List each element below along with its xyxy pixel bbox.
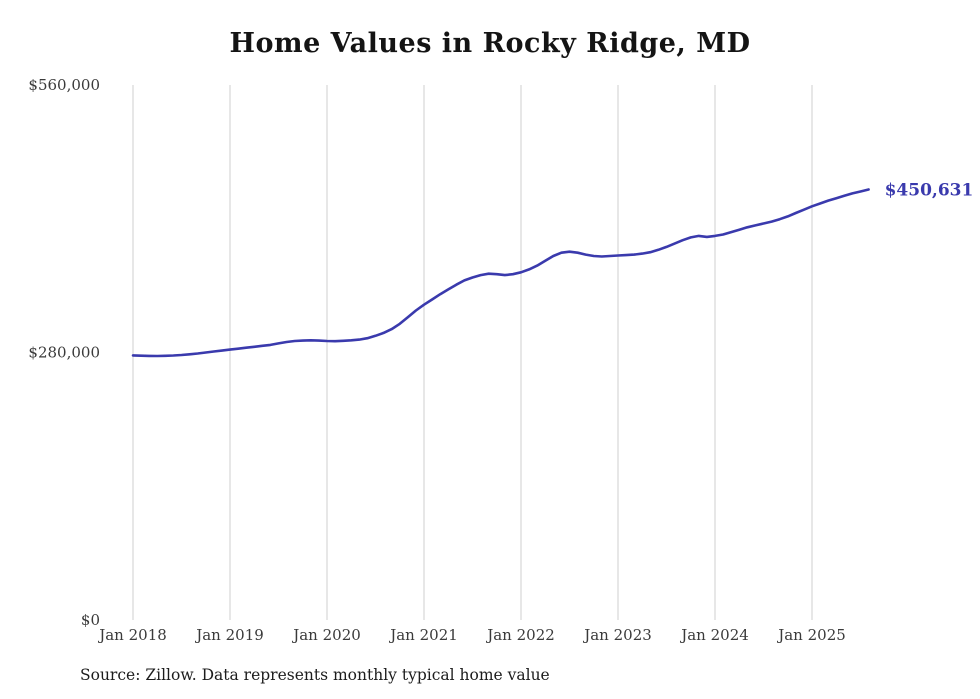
y-tick-label: $280,000 — [28, 344, 100, 362]
x-tick-label: Jan 2025 — [776, 626, 846, 644]
y-tick-label: $560,000 — [28, 76, 100, 94]
y-tick-label: $0 — [81, 611, 100, 629]
x-tick-label: Jan 2021 — [388, 626, 458, 644]
x-tick-label: Jan 2024 — [679, 626, 749, 644]
x-tick-label: Jan 2020 — [291, 626, 361, 644]
home-value-line — [131, 188, 870, 358]
x-tick-label: Jan 2023 — [582, 626, 652, 644]
x-tick-label: Jan 2022 — [485, 626, 555, 644]
source-note: Source: Zillow. Data represents monthly … — [80, 666, 550, 684]
x-tick-label: Jan 2018 — [97, 626, 167, 644]
chart-title: Home Values in Rocky Ridge, MD — [229, 28, 751, 59]
x-tick-label: Jan 2019 — [194, 626, 264, 644]
end-value-label: $450,631 — [885, 181, 974, 201]
